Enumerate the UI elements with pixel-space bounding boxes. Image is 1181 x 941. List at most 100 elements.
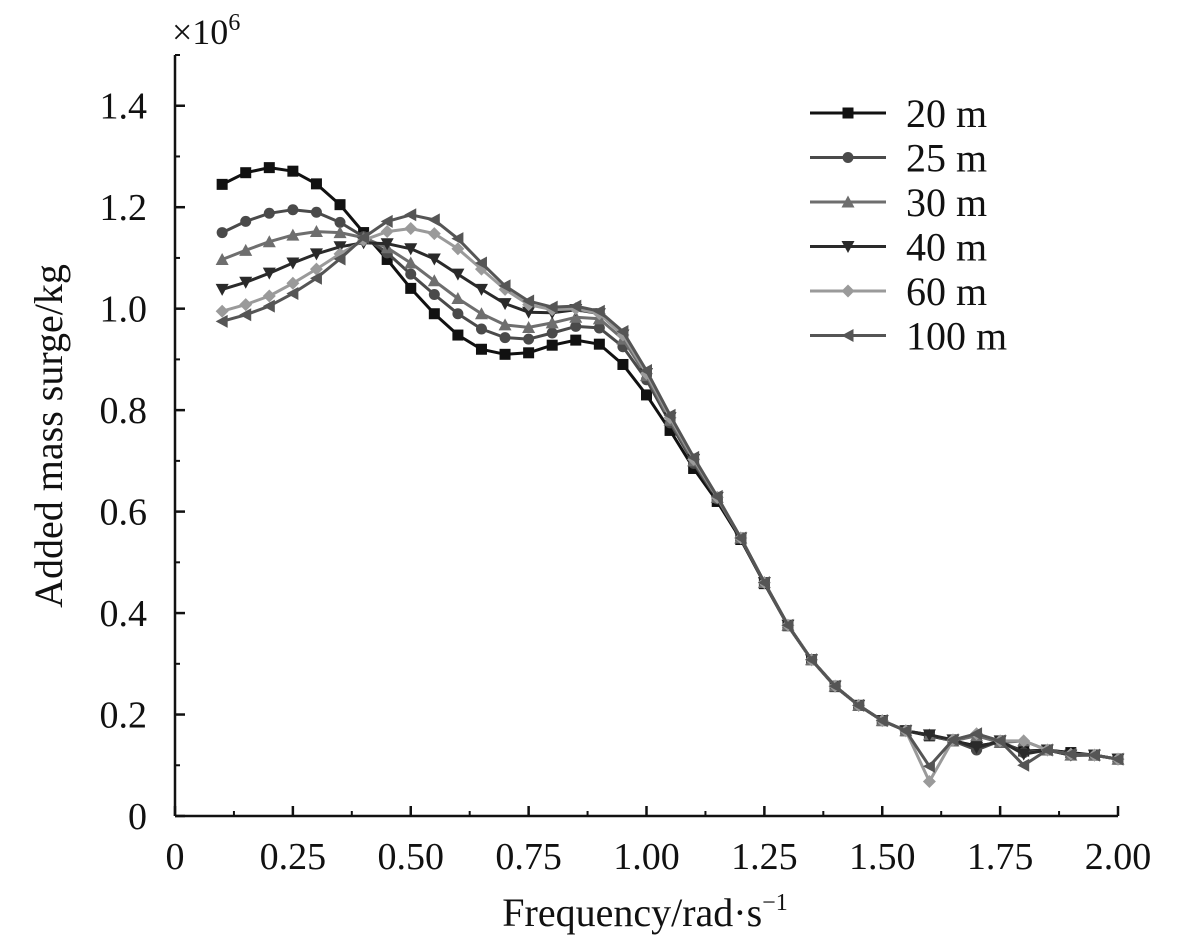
x-axis-title: Frequency/rad·s−1 xyxy=(502,890,787,935)
data-point xyxy=(710,489,723,503)
data-point xyxy=(405,268,417,280)
data-point xyxy=(545,300,558,314)
data-point xyxy=(828,679,841,693)
data-point xyxy=(310,206,322,218)
data-point xyxy=(333,252,346,266)
data-point xyxy=(569,310,583,323)
data-point xyxy=(381,253,393,265)
data-point xyxy=(1017,748,1031,761)
data-point xyxy=(428,288,440,300)
y-tick-label: 0.2 xyxy=(100,695,148,737)
legend-marker xyxy=(841,241,855,253)
x-tick-label: 1.00 xyxy=(613,836,680,878)
data-point xyxy=(474,256,487,270)
legend-marker xyxy=(841,195,855,208)
data-point xyxy=(499,348,511,360)
data-point xyxy=(687,450,700,464)
data-point xyxy=(309,262,323,276)
x-tick-label: 2.00 xyxy=(1085,836,1152,878)
data-point xyxy=(522,306,536,319)
data-point xyxy=(875,714,888,728)
data-point xyxy=(522,294,535,308)
data-point xyxy=(545,316,559,329)
data-point xyxy=(334,216,346,228)
legend-label: 40 m xyxy=(906,225,987,270)
data-point xyxy=(404,243,418,256)
data-point xyxy=(428,308,440,320)
data-point xyxy=(216,227,228,239)
data-point xyxy=(498,279,511,293)
data-point xyxy=(309,248,323,261)
data-point xyxy=(427,227,441,241)
data-point xyxy=(262,267,276,280)
data-point xyxy=(1087,748,1100,762)
y-tick-label: 0.8 xyxy=(100,390,148,432)
data-point xyxy=(474,283,488,296)
data-point xyxy=(334,199,346,211)
legend-marker xyxy=(842,152,854,163)
data-point xyxy=(970,727,983,741)
data-point xyxy=(1017,758,1030,772)
data-point xyxy=(427,253,441,266)
y-axis-title: Added mass surge/kg xyxy=(26,264,71,608)
data-point xyxy=(380,238,394,251)
y-tick-label: 0.4 xyxy=(100,593,148,635)
data-point xyxy=(616,324,629,338)
x-tick-label: 0 xyxy=(166,836,185,878)
data-point xyxy=(404,208,417,222)
data-point xyxy=(451,268,465,281)
data-point xyxy=(922,729,936,742)
x-tick-label: 1.75 xyxy=(967,836,1034,878)
series-25m xyxy=(216,204,1124,765)
x-tick-label: 1.50 xyxy=(849,836,916,878)
data-point xyxy=(1064,747,1077,761)
data-point xyxy=(262,299,275,313)
series-100m xyxy=(215,208,1124,773)
data-point xyxy=(333,241,347,254)
data-point xyxy=(451,232,464,246)
data-point xyxy=(263,162,275,174)
data-point xyxy=(215,304,229,318)
data-point xyxy=(1040,743,1053,757)
y-tick-label: 1.2 xyxy=(100,187,148,229)
x-tick-label: 0.25 xyxy=(260,836,327,878)
data-point xyxy=(287,204,299,216)
data-point xyxy=(523,333,535,345)
data-point xyxy=(309,271,322,285)
data-point xyxy=(498,298,512,311)
y-tick-label: 1.4 xyxy=(100,86,148,128)
legend-label: 100 m xyxy=(906,314,1007,359)
data-point xyxy=(592,304,605,318)
data-point xyxy=(286,276,300,290)
data-point xyxy=(781,618,794,632)
data-point xyxy=(970,742,984,755)
data-point xyxy=(522,320,536,333)
x-tick-label: 0.50 xyxy=(378,836,445,878)
data-point xyxy=(215,283,229,296)
legend-label: 25 m xyxy=(906,136,987,181)
data-point xyxy=(310,178,322,190)
data-point xyxy=(757,576,770,590)
data-point xyxy=(617,358,629,370)
data-point xyxy=(570,334,582,346)
data-point xyxy=(546,327,558,339)
data-point xyxy=(523,347,535,359)
data-point xyxy=(427,213,440,227)
data-point xyxy=(475,323,487,335)
data-point xyxy=(452,329,464,341)
data-point xyxy=(262,235,276,248)
data-point xyxy=(404,256,418,269)
data-point xyxy=(993,734,1006,748)
y-multiplier: ×106 xyxy=(172,10,240,52)
data-point xyxy=(380,214,393,228)
data-point xyxy=(569,299,582,313)
data-point xyxy=(734,531,747,545)
data-point xyxy=(380,225,394,239)
legend-label: 60 m xyxy=(906,269,987,314)
data-point xyxy=(546,339,558,351)
data-point xyxy=(593,338,605,350)
data-point xyxy=(499,332,511,344)
data-point xyxy=(405,282,417,294)
